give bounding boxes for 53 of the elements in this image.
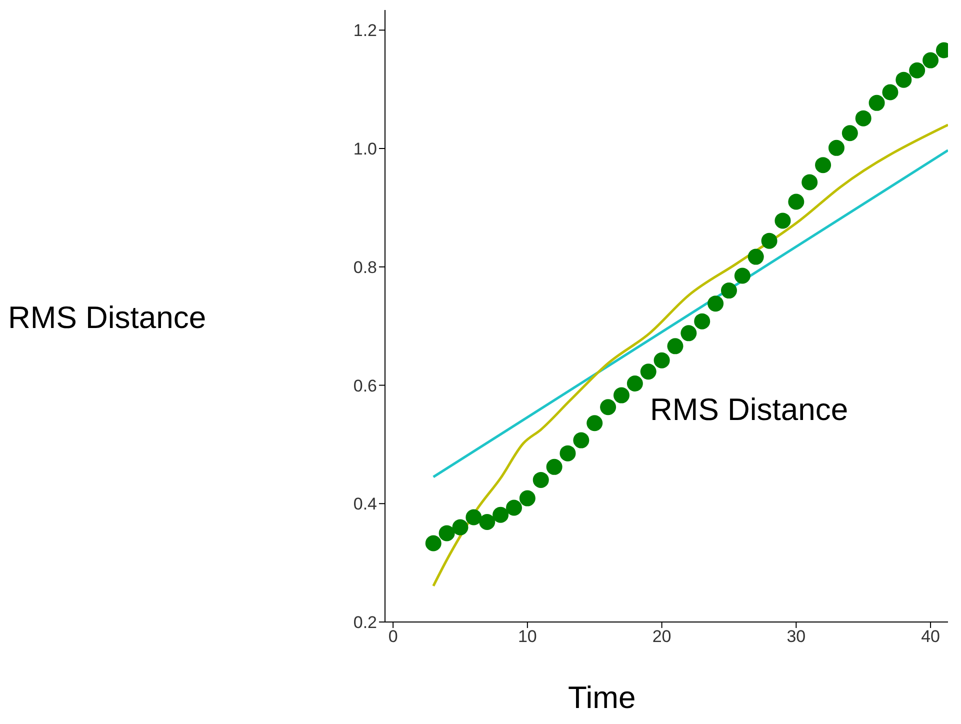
- y-tick-label: 0.2: [353, 613, 377, 632]
- point: [842, 125, 858, 142]
- point: [425, 535, 442, 552]
- point: [828, 140, 844, 156]
- point: [667, 338, 684, 354]
- point: [774, 212, 791, 229]
- annotation: RMS Distance: [650, 392, 848, 428]
- x-axis-title: Time: [568, 680, 636, 716]
- point: [761, 232, 778, 249]
- x-tick-label: 10: [518, 627, 537, 646]
- y-axis-title: RMS Distance: [8, 300, 206, 336]
- point: [613, 387, 630, 404]
- point: [506, 500, 522, 516]
- point: [680, 325, 697, 342]
- x-tick-label: 30: [786, 627, 806, 646]
- point: [896, 72, 912, 88]
- point: [573, 432, 590, 448]
- point: [922, 52, 939, 68]
- point: [640, 364, 656, 380]
- point: [909, 62, 926, 78]
- x-tick-label: 40: [921, 627, 940, 646]
- point: [815, 157, 832, 174]
- point: [492, 506, 509, 523]
- point: [654, 352, 670, 368]
- point: [855, 110, 872, 126]
- x-tick-label: 20: [652, 627, 672, 646]
- point: [868, 94, 885, 111]
- point: [600, 399, 616, 416]
- point: [532, 472, 549, 488]
- point: [788, 194, 804, 210]
- point: [519, 490, 536, 506]
- point: [882, 84, 898, 100]
- point: [626, 375, 643, 392]
- point: [694, 313, 710, 330]
- x-tick-label: 0: [388, 627, 398, 646]
- point: [546, 458, 562, 475]
- point: [802, 174, 818, 190]
- point: [479, 514, 496, 530]
- point: [560, 445, 576, 462]
- y-tick-label: 0.4: [353, 494, 377, 514]
- line-series: [432, 124, 948, 588]
- point: [452, 519, 468, 536]
- y-tick-label: 0.8: [353, 258, 377, 277]
- point: [586, 415, 603, 432]
- point: [438, 525, 455, 542]
- y-tick-label: 0.6: [353, 376, 377, 396]
- y-tick-label: 1.2: [353, 21, 377, 40]
- point: [734, 268, 750, 284]
- point: [720, 282, 737, 299]
- y-tick-label: 1.0: [353, 140, 377, 159]
- point: [708, 296, 724, 312]
- point: [466, 509, 482, 526]
- point: [748, 248, 764, 265]
